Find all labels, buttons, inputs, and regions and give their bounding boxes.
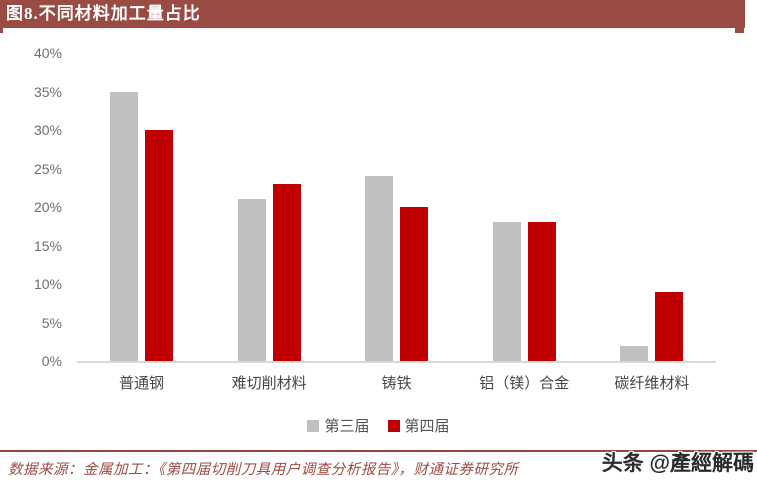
y-axis-tick-label: 40% xyxy=(33,45,62,61)
legend-item-series2: 第四届 xyxy=(387,415,450,436)
figure-title: 图8.不同材料加工量占比 xyxy=(6,4,201,23)
bar-chart: 第三届 第四届 0% 5% 10% 15% 20% 25% 30% 35% 40% 普通钢 难切削材料… xyxy=(0,30,757,445)
legend-item-series1: 第三届 xyxy=(307,415,370,436)
chart-legend: 第三届 第四届 xyxy=(0,415,757,436)
y-axis-tick-label: 20% xyxy=(33,199,62,215)
legend-swatch-icon xyxy=(307,419,320,432)
bar-series2-cat3 xyxy=(400,207,429,361)
bar-series1-cat4 xyxy=(492,222,521,361)
y-axis-tick-label: 10% xyxy=(33,276,62,292)
data-source-note: 数据来源：金属加工：《第四届切削刀具用户调查分析报告》，财通证券研究所 xyxy=(8,462,519,478)
footer-divider xyxy=(0,450,757,452)
legend-label: 第四届 xyxy=(404,418,450,435)
figure-title-bar: 图8.不同材料加工量占比 xyxy=(0,0,745,28)
legend-swatch-icon xyxy=(387,419,400,432)
y-axis-tick-label: 0% xyxy=(41,353,62,369)
y-axis-tick-label: 15% xyxy=(33,237,62,254)
y-axis-tick-label: 35% xyxy=(33,83,62,100)
bar-series1-cat3 xyxy=(365,176,394,361)
x-axis-category-label: 碳纤维材料 xyxy=(614,375,690,392)
x-axis-category-label: 难切削材料 xyxy=(231,375,307,392)
bar-series2-cat2 xyxy=(272,183,301,361)
bar-series2-cat4 xyxy=(527,222,556,361)
bar-series1-cat5 xyxy=(620,345,649,361)
watermark: 头条 @產經解碼 xyxy=(601,452,754,475)
bar-series1-cat2 xyxy=(237,199,266,361)
y-axis-tick-label: 25% xyxy=(33,160,62,177)
y-axis-tick-label: 5% xyxy=(41,314,62,331)
title-bar-right-notch xyxy=(735,28,744,33)
x-axis-line xyxy=(77,361,716,363)
bar-series2-cat1 xyxy=(145,130,173,361)
bar-series2-cat5 xyxy=(655,291,684,361)
x-axis-category-label: 铝（镁）合金 xyxy=(479,375,570,392)
x-axis-category-label: 铸铁 xyxy=(381,375,412,392)
x-axis-category-label: 普通钢 xyxy=(118,375,164,392)
bar-series1-cat1 xyxy=(110,91,138,361)
title-bar-left-notch xyxy=(0,28,3,33)
y-axis-tick-label: 30% xyxy=(33,122,62,138)
legend-label: 第三届 xyxy=(324,418,370,435)
